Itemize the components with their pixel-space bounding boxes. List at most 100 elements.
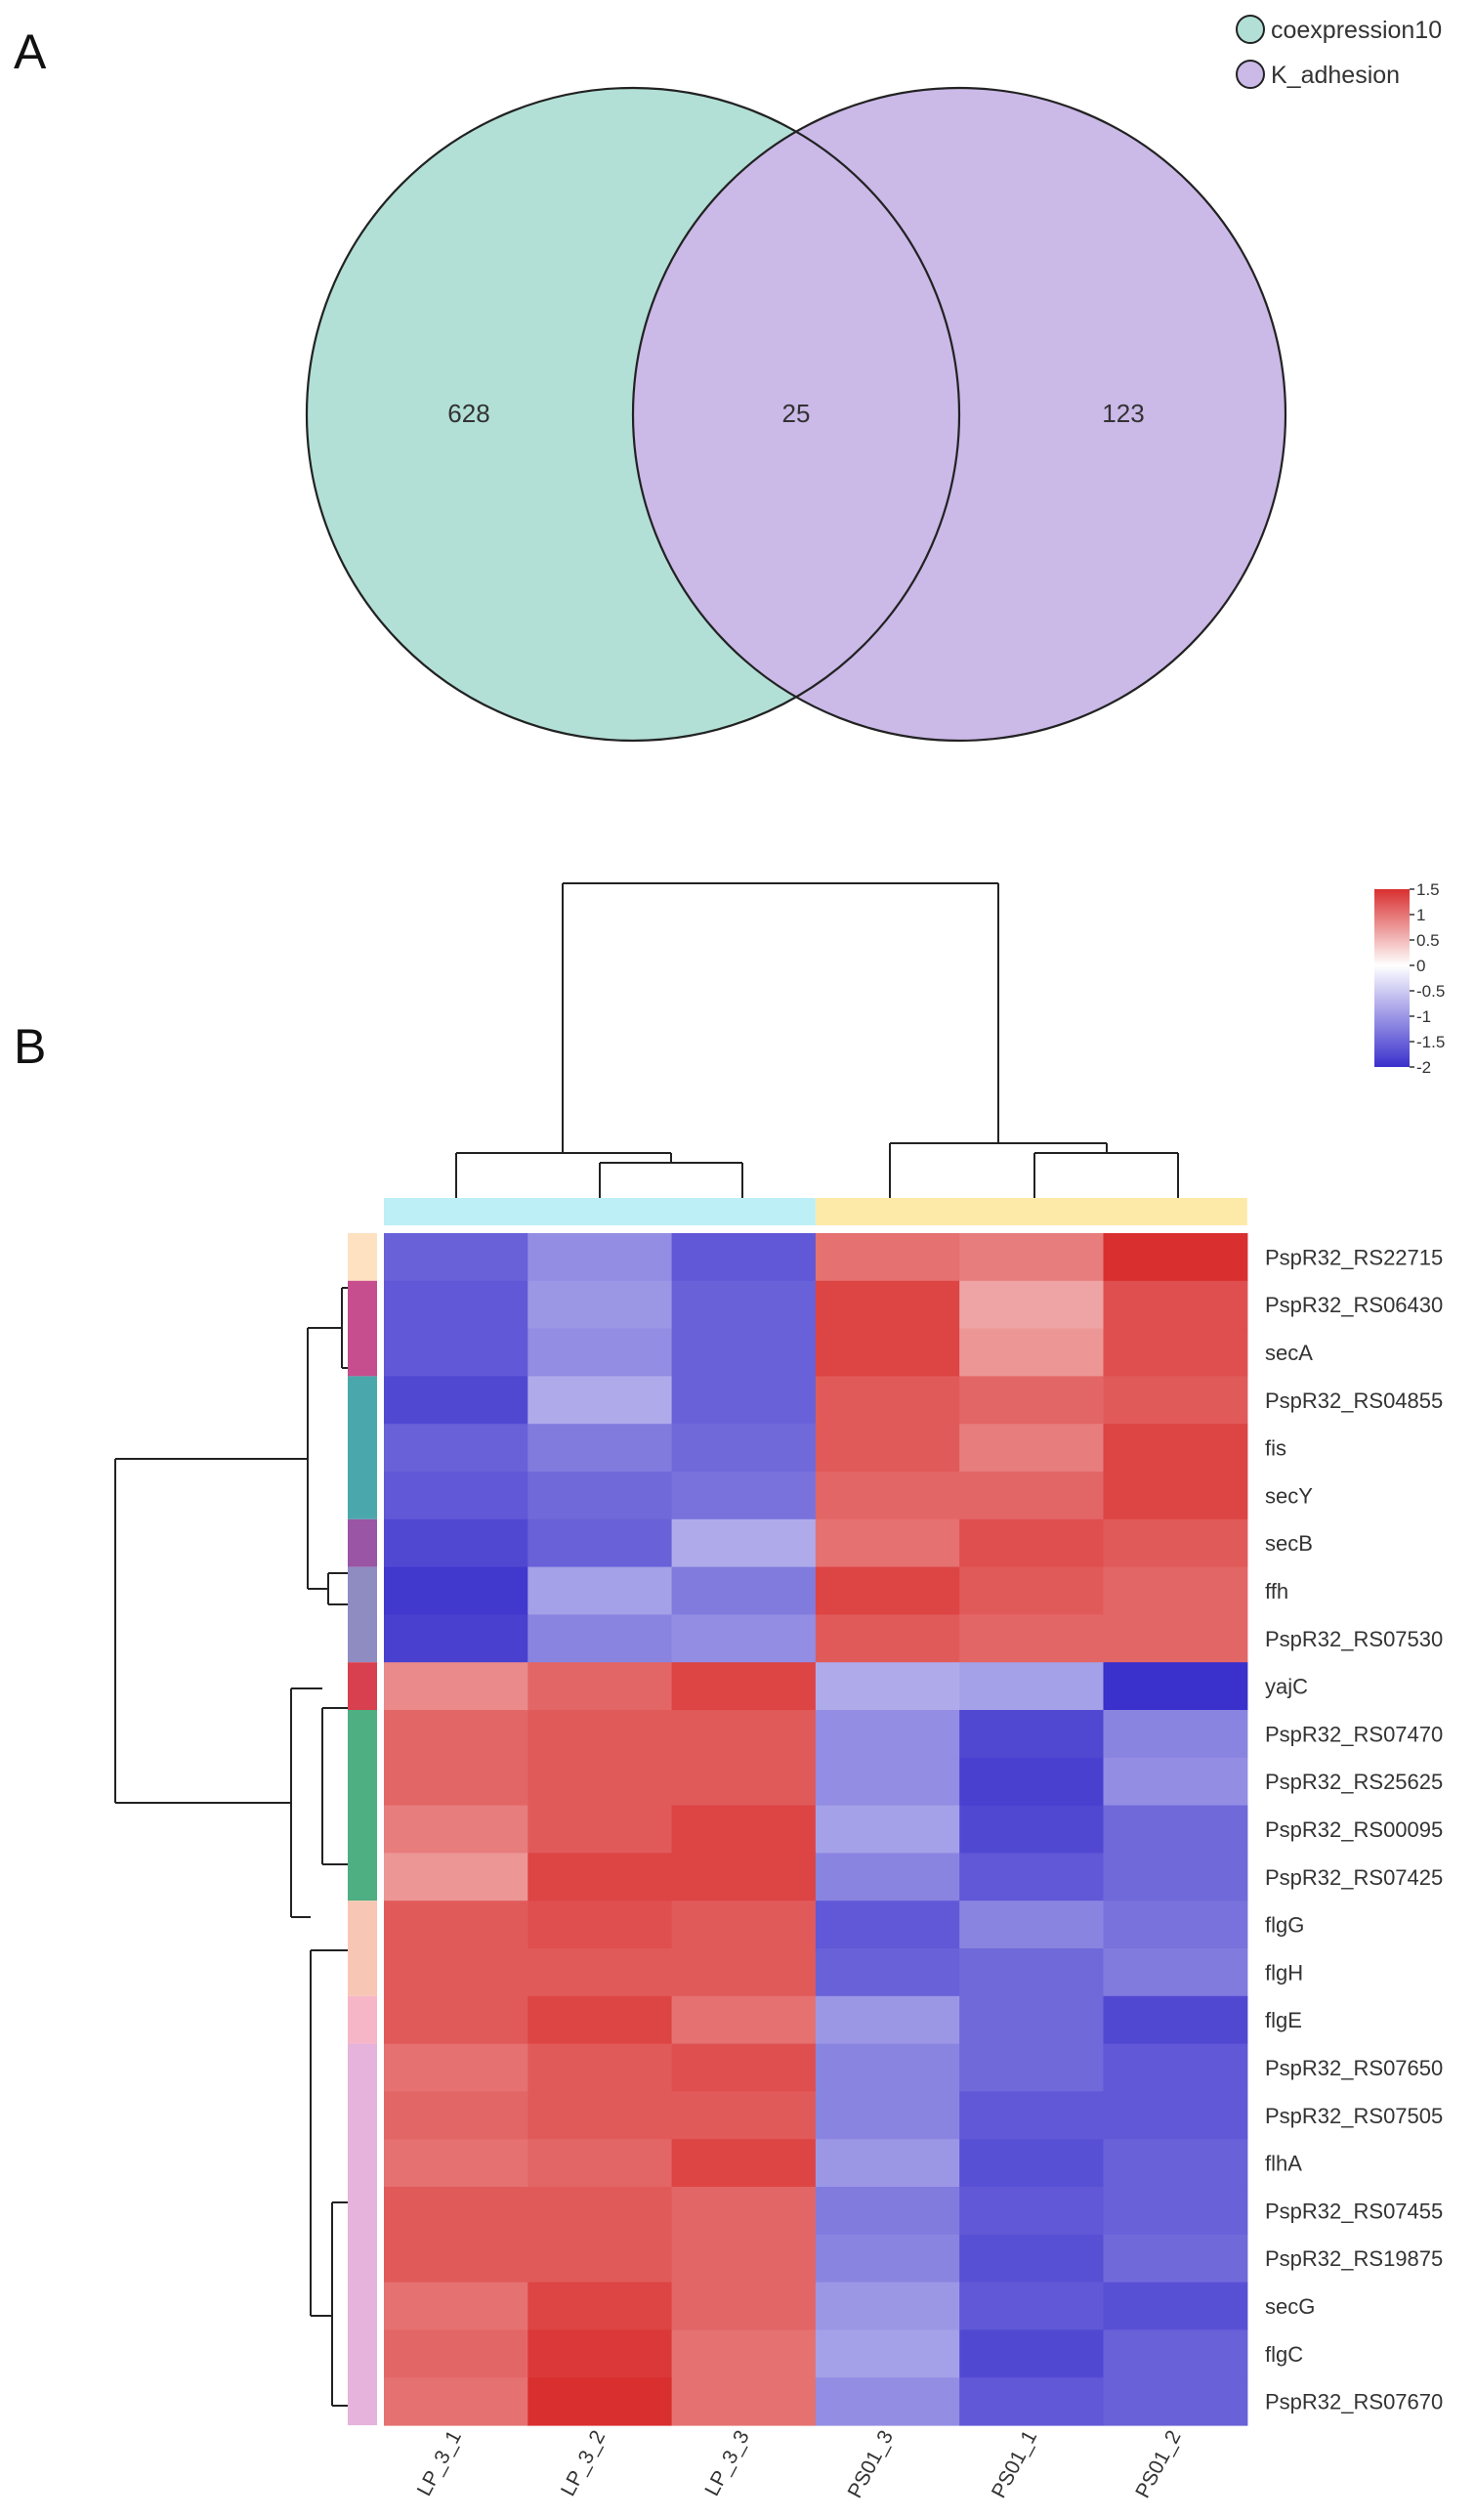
heat-cell-r10-c5 (1103, 1710, 1248, 1759)
heat-cell-r6-c1 (527, 1518, 673, 1568)
col-dendro-ps-branch (889, 1142, 1108, 1204)
row-dendro-root (114, 1458, 308, 1804)
heat-cell-r18-c4 (959, 2091, 1105, 2140)
row-group-0 (348, 1233, 377, 1281)
heat-cell-r1-c3 (815, 1280, 960, 1330)
heat-cell-r3-c2 (671, 1376, 817, 1425)
heat-cell-r4-c2 (671, 1424, 817, 1473)
row-label: PspR32_RS06430 (1265, 1293, 1443, 1317)
heat-cell-r3-c3 (815, 1376, 960, 1425)
row-label: flgC (1265, 2342, 1303, 2367)
heat-cell-r24-c5 (1103, 2377, 1248, 2426)
col-dendro-lp-branch (455, 1152, 672, 1204)
row-label: PspR32_RS07650 (1265, 2056, 1443, 2080)
heat-cell-r13-c1 (527, 1853, 673, 1901)
row-dendro-lower (290, 1687, 322, 1918)
heat-cell-r15-c5 (1103, 1948, 1248, 1997)
row-label: PspR32_RS22715 (1265, 1245, 1443, 1269)
row-label: secG (1265, 2294, 1315, 2319)
heat-cell-r21-c2 (671, 2234, 817, 2284)
heat-cell-r17-c0 (384, 2043, 528, 2092)
panel-a-letter: A (14, 24, 47, 79)
heat-cell-r23-c0 (384, 2329, 528, 2378)
row-group-6 (348, 1710, 377, 1901)
column-annotation-bar (384, 1198, 1247, 1225)
heat-cell-r16-c3 (815, 1995, 960, 2045)
heat-cell-r22-c3 (815, 2282, 960, 2330)
heat-cell-r12-c4 (959, 1805, 1105, 1854)
heat-cell-r22-c1 (527, 2282, 673, 2330)
heat-cell-r18-c5 (1103, 2091, 1248, 2140)
colorbar-tick-label: -2 (1416, 1058, 1431, 1077)
heat-cell-r0-c0 (384, 1233, 528, 1282)
row-label: flgE (1265, 2008, 1302, 2032)
heat-cell-r10-c1 (527, 1710, 673, 1759)
colorbar-tick-label: 1.5 (1416, 880, 1440, 899)
colorbar-tick-label: 0 (1416, 957, 1425, 975)
row-dendro-upper (307, 1327, 342, 1590)
col-dendro-lp-sub (599, 1162, 743, 1204)
heat-cell-r15-c0 (384, 1948, 528, 1997)
venn-outline-k-adhesion (631, 86, 1287, 743)
column-label: PS01_1 (988, 2427, 1041, 2502)
heat-cell-r13-c5 (1103, 1853, 1248, 1901)
venn-legend: coexpression10 K_adhesion (1236, 15, 1442, 89)
column-label: LP_3_1 (413, 2427, 466, 2500)
heat-cell-r24-c1 (527, 2377, 673, 2426)
heat-cell-r5-c0 (384, 1472, 528, 1520)
heat-cell-r0-c3 (815, 1233, 960, 1282)
heat-cell-r7-c0 (384, 1566, 528, 1615)
row-label: PspR32_RS19875 (1265, 2246, 1443, 2271)
legend-swatch-k-adhesion (1236, 60, 1265, 89)
heat-cell-r21-c5 (1103, 2234, 1248, 2284)
heat-cell-r11-c3 (815, 1757, 960, 1807)
column-label: PS01_2 (1131, 2427, 1185, 2502)
heat-cell-r2-c1 (527, 1328, 673, 1377)
heatmap-cells (384, 1233, 1248, 2426)
heat-cell-r12-c1 (527, 1805, 673, 1854)
heat-cell-r2-c0 (384, 1328, 528, 1377)
heat-cell-r17-c4 (959, 2043, 1105, 2092)
heat-cell-r18-c1 (527, 2091, 673, 2140)
heat-cell-r5-c1 (527, 1472, 673, 1520)
panel-b-letter: B (14, 1019, 46, 1074)
legend-label-k-adhesion: K_adhesion (1271, 62, 1400, 89)
heat-cell-r16-c1 (527, 1995, 673, 2045)
heat-cell-r2-c4 (959, 1328, 1105, 1377)
row-group-9 (348, 2043, 377, 2425)
heat-cell-r24-c4 (959, 2377, 1105, 2426)
heat-cell-r4-c0 (384, 1424, 528, 1473)
heat-cell-r14-c4 (959, 1901, 1105, 1949)
heat-cell-r23-c2 (671, 2329, 817, 2378)
heat-cell-r4-c1 (527, 1424, 673, 1473)
col-dendro-root (562, 882, 999, 1153)
heat-cell-r12-c5 (1103, 1805, 1248, 1854)
heat-cell-r8-c2 (671, 1614, 817, 1663)
heat-cell-r20-c0 (384, 2187, 528, 2236)
row-label: PspR32_RS07470 (1265, 1722, 1443, 1746)
row-label: fis (1265, 1436, 1286, 1461)
heat-cell-r9-c1 (527, 1662, 673, 1711)
row-label: flgG (1265, 1913, 1304, 1938)
heat-cell-r10-c4 (959, 1710, 1105, 1759)
heat-cell-r9-c2 (671, 1662, 817, 1711)
row-label: PspR32_RS04855 (1265, 1388, 1443, 1413)
heat-cell-r7-c2 (671, 1566, 817, 1615)
heat-cell-r13-c0 (384, 1853, 528, 1901)
heat-cell-r14-c5 (1103, 1901, 1248, 1949)
heat-cell-r8-c5 (1103, 1614, 1248, 1663)
heat-cell-r0-c5 (1103, 1233, 1248, 1282)
row-dendro-upper-b (327, 1572, 348, 1605)
heat-cell-r7-c3 (815, 1566, 960, 1615)
heat-cell-r10-c2 (671, 1710, 817, 1759)
heat-cell-r8-c3 (815, 1614, 960, 1663)
row-label: PspR32_RS07425 (1265, 1865, 1443, 1890)
heat-cell-r23-c1 (527, 2329, 673, 2378)
heat-cell-r12-c2 (671, 1805, 817, 1854)
colorbar-tick-label: -0.5 (1416, 982, 1445, 1001)
heat-cell-r20-c1 (527, 2187, 673, 2236)
heat-cell-r10-c3 (815, 1710, 960, 1759)
column-label: PS01_3 (844, 2427, 898, 2502)
heat-cell-r15-c1 (527, 1948, 673, 1997)
heat-cell-r15-c2 (671, 1948, 817, 1997)
